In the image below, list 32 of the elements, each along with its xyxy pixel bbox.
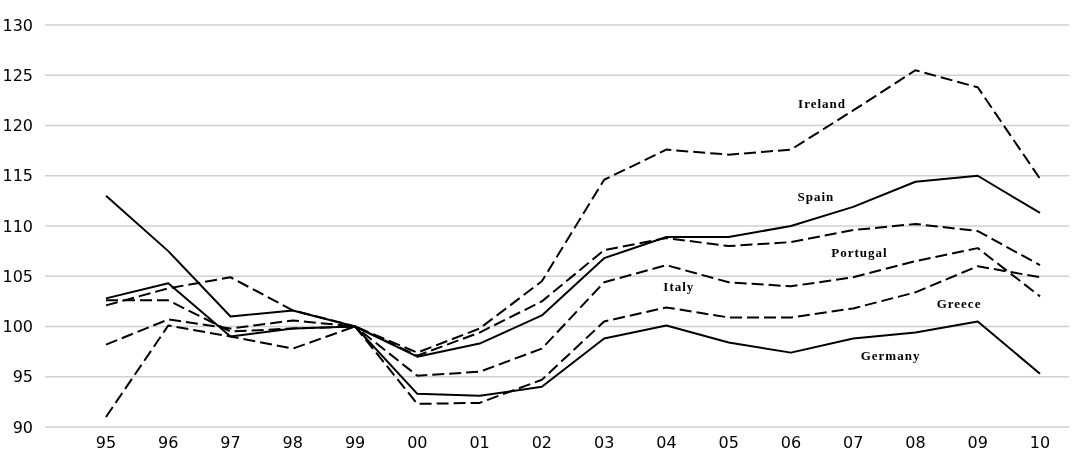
x-tick-label: 95 (95, 433, 117, 452)
series-label: Germany (860, 347, 921, 363)
y-tick-label: 110 (2, 216, 33, 236)
x-tick-label: 06 (780, 433, 802, 452)
y-tick-label: 100 (2, 317, 33, 337)
x-tick-label: 09 (967, 433, 988, 452)
x-tick-label: 99 (344, 433, 366, 452)
series-label: Spain (797, 188, 835, 204)
x-tick-label: 04 (656, 433, 677, 452)
x-tick-label: 05 (718, 433, 739, 452)
y-tick-label: 115 (2, 166, 33, 186)
x-tick-label: 96 (158, 433, 179, 452)
x-tick-label: 10 (1029, 433, 1051, 452)
x-tick-label: 01 (469, 433, 490, 452)
y-tick-label: 90 (12, 417, 33, 437)
y-tick-label: 120 (2, 116, 33, 136)
x-tick-label: 02 (531, 433, 553, 452)
x-tick-label: 00 (407, 433, 428, 452)
y-tick-label: 105 (2, 266, 33, 286)
y-tick-label: 130 (2, 15, 33, 35)
y-tick-label: 125 (2, 65, 33, 85)
x-tick-label: 08 (905, 433, 926, 452)
y-tick-label: 95 (12, 367, 33, 387)
series-label: Greece (936, 296, 982, 312)
x-tick-label: 03 (593, 433, 615, 452)
series-label: Ireland (798, 96, 847, 112)
x-tick-label: 97 (220, 433, 241, 452)
x-tick-label: 98 (282, 433, 303, 452)
line-series (105, 69, 1041, 418)
series-label: Portugal (831, 245, 888, 261)
x-tick-label: 07 (843, 433, 864, 452)
series-label: Italy (663, 279, 695, 295)
